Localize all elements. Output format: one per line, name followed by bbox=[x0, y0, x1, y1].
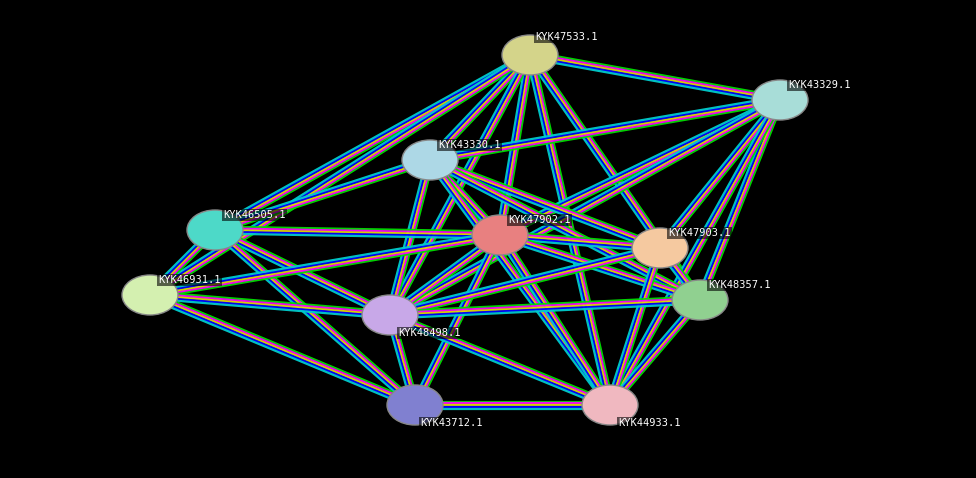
Ellipse shape bbox=[752, 80, 808, 120]
Ellipse shape bbox=[672, 280, 728, 320]
Ellipse shape bbox=[582, 385, 638, 425]
Text: KYK48357.1: KYK48357.1 bbox=[708, 280, 770, 290]
Ellipse shape bbox=[402, 140, 458, 180]
Text: KYK47902.1: KYK47902.1 bbox=[508, 215, 571, 225]
Ellipse shape bbox=[387, 385, 443, 425]
Ellipse shape bbox=[187, 210, 243, 250]
Text: KYK48498.1: KYK48498.1 bbox=[398, 328, 461, 338]
Text: KYK47903.1: KYK47903.1 bbox=[668, 228, 730, 238]
Text: KYK43329.1: KYK43329.1 bbox=[788, 80, 850, 90]
Ellipse shape bbox=[122, 275, 178, 315]
Text: KYK44933.1: KYK44933.1 bbox=[618, 418, 680, 428]
Text: KYK46505.1: KYK46505.1 bbox=[223, 210, 286, 220]
Ellipse shape bbox=[362, 295, 418, 335]
Text: KYK43712.1: KYK43712.1 bbox=[420, 418, 482, 428]
Ellipse shape bbox=[632, 228, 688, 268]
Text: KYK43330.1: KYK43330.1 bbox=[438, 140, 501, 150]
Text: KYK47533.1: KYK47533.1 bbox=[535, 32, 597, 42]
Ellipse shape bbox=[472, 215, 528, 255]
Ellipse shape bbox=[502, 35, 558, 75]
Text: KYK46931.1: KYK46931.1 bbox=[158, 275, 221, 285]
